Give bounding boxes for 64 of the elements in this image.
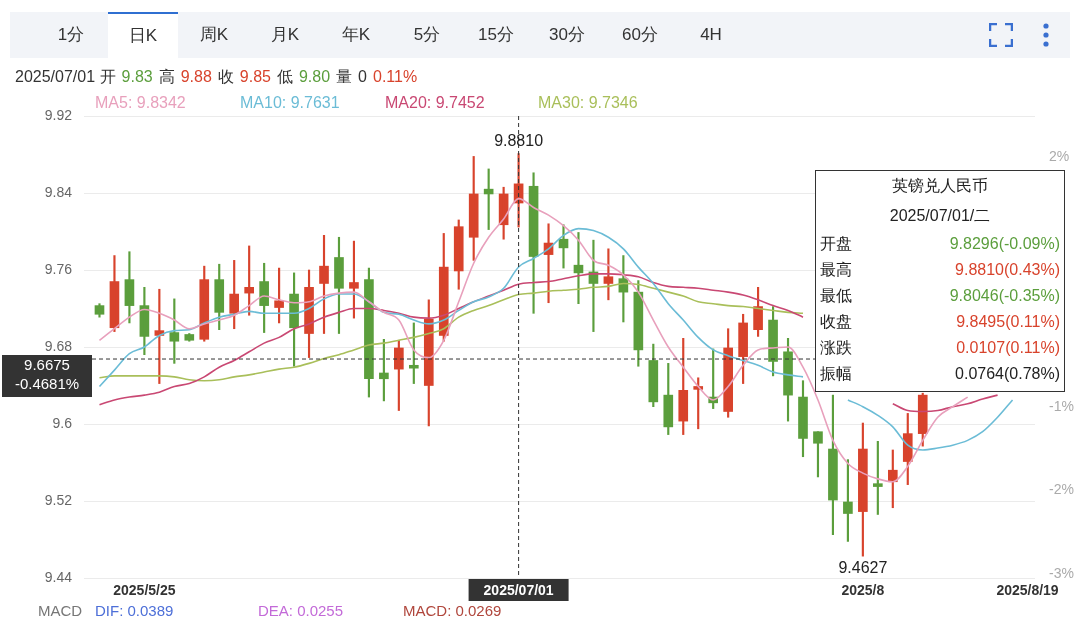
text: MACD: 0.0269: [403, 602, 502, 619]
annotation: 9.8046(-0.35%): [949, 286, 1060, 306]
candlestick: [184, 333, 195, 342]
y-tick-label: 9.52: [44, 491, 73, 508]
y-tick-label: 9.6: [52, 414, 73, 431]
text: 周K: [198, 24, 230, 46]
y2-tick-label: 2%: [1049, 148, 1070, 165]
text: -0.4681%: [14, 375, 80, 393]
text: 15分: [477, 24, 515, 46]
text: MA20: 9.7452: [385, 94, 485, 112]
annotation: 最低: [820, 286, 852, 306]
annotation: 开盘: [820, 234, 852, 254]
text: 1分: [56, 24, 86, 46]
x-tick-label: 2025/07/01: [483, 582, 554, 599]
annotation: 0.0107(0.11%): [956, 338, 1060, 358]
text: 30分: [548, 24, 586, 46]
text: DIF: 0.0389: [95, 602, 174, 619]
annotation: 9.4627: [838, 558, 888, 576]
text: 60分: [621, 24, 659, 46]
y-tick-label: 9.84: [44, 183, 73, 200]
text: DEA: 0.0255: [258, 602, 344, 619]
ref-line-label: 9.6675: [24, 356, 70, 374]
y-tick-label: 9.92: [44, 106, 73, 123]
x-tick-label: 2025/5/25: [113, 582, 176, 599]
candlestick: [873, 441, 883, 515]
text: 0: [358, 68, 367, 86]
annotation: 9.8296(-0.09%): [949, 234, 1060, 254]
annotation: 2025/07/01/二: [888, 206, 992, 226]
text: 2025/07/01 开: [15, 67, 116, 87]
annotation: 9.8810(0.43%): [955, 260, 1060, 280]
text: 月K: [269, 24, 301, 46]
annotation: 收盘: [820, 312, 852, 332]
text: 4H: [699, 24, 723, 46]
text: 量: [336, 67, 353, 87]
text: 高: [158, 67, 175, 87]
text: 9.83: [121, 68, 153, 86]
text: 5分: [412, 24, 442, 46]
text: MA5: 9.8342: [95, 94, 186, 112]
y2-tick-label: -1%: [1049, 398, 1074, 415]
text: MA30: 9.7346: [538, 94, 638, 112]
text: 9.85: [239, 68, 271, 86]
annotation: 英镑兑人民币: [891, 176, 989, 196]
text: 日K: [108, 12, 178, 58]
annotation: 9.8495(0.11%): [956, 312, 1060, 332]
y2-tick-label: -3%: [1049, 564, 1074, 581]
annotation: 涨跌: [820, 338, 852, 358]
text: MA10: 9.7631: [240, 94, 340, 112]
text: 9.80: [298, 68, 331, 86]
text: 9.88: [180, 68, 212, 86]
y2-tick-label: -2%: [1049, 481, 1074, 498]
text: 收: [217, 67, 234, 87]
text: MACD: [38, 602, 83, 619]
annotation: 振幅: [820, 364, 852, 384]
text: 0.11%: [373, 68, 418, 86]
y-tick-label: 9.44: [44, 568, 73, 585]
x-tick-label: 2025/8/19: [996, 582, 1059, 599]
text: 低: [276, 67, 293, 87]
y-tick-label: 9.68: [44, 337, 73, 354]
text: 年K: [340, 24, 372, 46]
y-tick-label: 9.76: [44, 260, 73, 277]
annotation: 0.0764(0.78%): [955, 364, 1060, 384]
x-tick-label: 2025/8: [841, 582, 885, 599]
annotation: 最高: [820, 260, 852, 280]
annotation: 9.8810: [494, 131, 544, 149]
